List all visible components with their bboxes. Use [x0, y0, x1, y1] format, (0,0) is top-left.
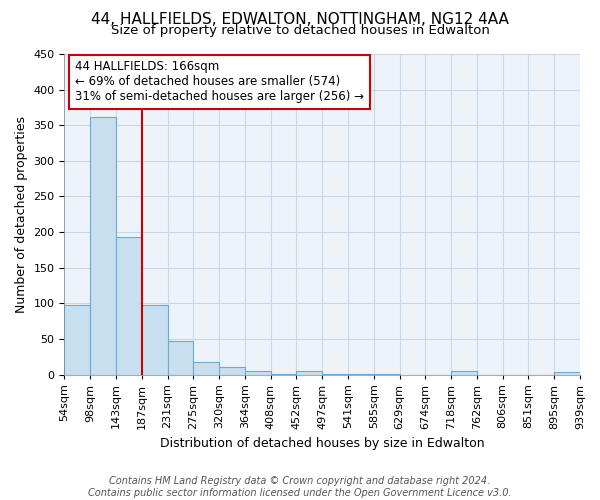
Bar — [167, 341, 193, 374]
Bar — [296, 371, 322, 374]
Y-axis label: Number of detached properties: Number of detached properties — [15, 116, 28, 313]
Bar — [219, 368, 245, 374]
Bar — [451, 371, 477, 374]
Text: Size of property relative to detached houses in Edwalton: Size of property relative to detached ho… — [110, 24, 490, 37]
Bar — [64, 306, 90, 374]
Bar — [193, 362, 219, 374]
Bar — [116, 237, 142, 374]
Text: 44 HALLFIELDS: 166sqm
← 69% of detached houses are smaller (574)
31% of semi-det: 44 HALLFIELDS: 166sqm ← 69% of detached … — [75, 60, 364, 104]
Bar — [554, 372, 580, 374]
X-axis label: Distribution of detached houses by size in Edwalton: Distribution of detached houses by size … — [160, 437, 485, 450]
Bar — [245, 371, 271, 374]
Bar — [142, 306, 167, 374]
Bar — [90, 116, 116, 374]
Text: 44, HALLFIELDS, EDWALTON, NOTTINGHAM, NG12 4AA: 44, HALLFIELDS, EDWALTON, NOTTINGHAM, NG… — [91, 12, 509, 28]
Text: Contains HM Land Registry data © Crown copyright and database right 2024.
Contai: Contains HM Land Registry data © Crown c… — [88, 476, 512, 498]
